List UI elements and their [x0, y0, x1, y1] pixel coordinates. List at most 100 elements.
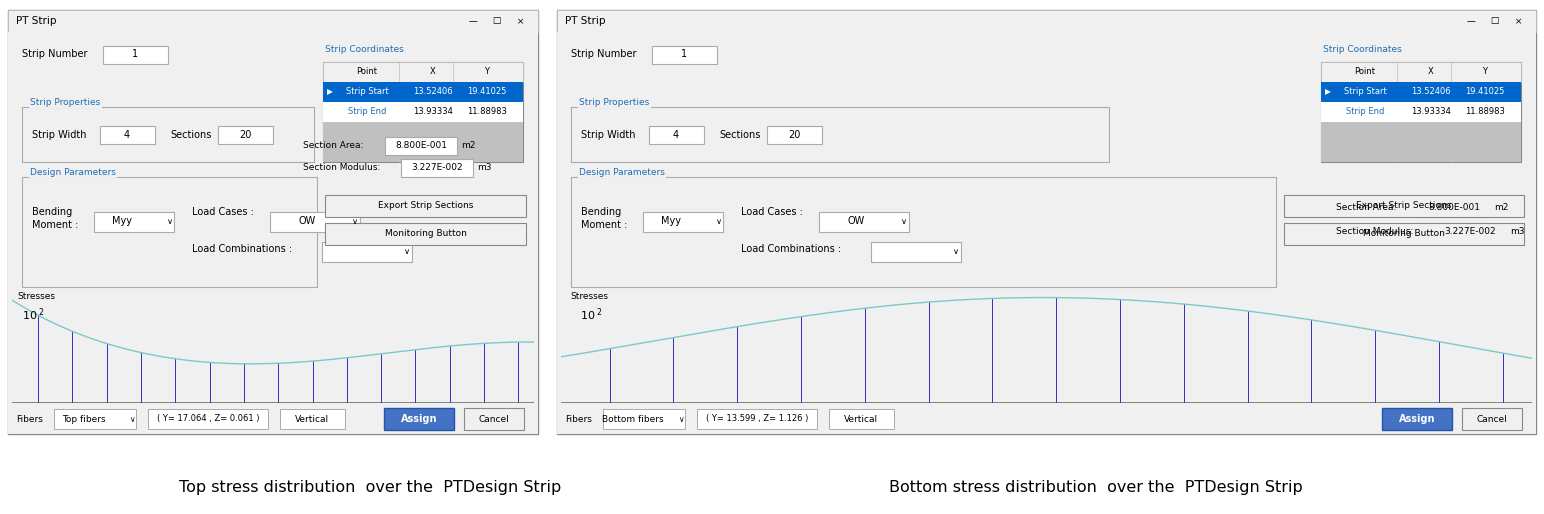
Text: 19.41025: 19.41025: [468, 87, 506, 97]
Text: Load Combinations :: Load Combinations :: [191, 244, 292, 254]
FancyBboxPatch shape: [8, 10, 537, 32]
Text: 13.52406: 13.52406: [1411, 87, 1451, 97]
Text: ×: ×: [1512, 16, 1525, 26]
FancyBboxPatch shape: [323, 82, 523, 102]
Text: 3.227E-002: 3.227E-002: [411, 162, 463, 172]
Text: 13.93334: 13.93334: [1411, 107, 1451, 117]
Text: Monitoring Button: Monitoring Button: [384, 229, 466, 237]
Text: Strip Start: Strip Start: [346, 87, 389, 97]
Text: Sections: Sections: [170, 130, 212, 139]
Text: Strip Coordinates: Strip Coordinates: [324, 45, 403, 54]
Text: Sections: Sections: [720, 130, 760, 139]
FancyBboxPatch shape: [557, 10, 1536, 32]
Text: Load Cases :: Load Cases :: [741, 207, 803, 217]
Text: 13.93334: 13.93334: [414, 107, 452, 117]
Text: 8.800E-001: 8.800E-001: [1428, 203, 1481, 211]
FancyBboxPatch shape: [1322, 102, 1521, 122]
Text: 20: 20: [239, 130, 252, 139]
Text: Section Area:: Section Area:: [1336, 203, 1396, 211]
Text: Strip Width: Strip Width: [32, 130, 86, 139]
Text: 1: 1: [131, 49, 137, 59]
Text: m3: m3: [477, 162, 491, 172]
Text: Point: Point: [357, 67, 377, 77]
FancyBboxPatch shape: [1382, 408, 1451, 430]
Text: Section Area:: Section Area:: [303, 140, 363, 150]
FancyBboxPatch shape: [323, 62, 523, 162]
Text: Stresses: Stresses: [17, 292, 56, 301]
FancyBboxPatch shape: [1285, 195, 1524, 217]
Text: —: —: [1464, 16, 1479, 26]
FancyBboxPatch shape: [323, 102, 523, 122]
Text: Strip Properties: Strip Properties: [579, 98, 648, 107]
Text: 13.52406: 13.52406: [414, 87, 452, 97]
FancyBboxPatch shape: [324, 223, 527, 245]
Text: Y: Y: [1482, 67, 1487, 77]
Text: Stresses: Stresses: [571, 292, 608, 301]
Text: —: —: [466, 16, 480, 26]
Text: Assign: Assign: [401, 414, 437, 424]
FancyBboxPatch shape: [384, 408, 454, 430]
Text: PT Strip: PT Strip: [15, 16, 57, 26]
FancyBboxPatch shape: [1322, 62, 1521, 82]
Text: ∨: ∨: [678, 414, 684, 424]
Text: Myy: Myy: [661, 216, 681, 226]
Text: Export Strip Sections: Export Strip Sections: [1356, 200, 1451, 210]
Text: Point: Point: [1354, 67, 1376, 77]
FancyBboxPatch shape: [8, 10, 537, 434]
Text: ( Y= 17.064 , Z= 0.061 ): ( Y= 17.064 , Z= 0.061 ): [157, 414, 259, 424]
Text: Strip End: Strip End: [1346, 107, 1383, 117]
Text: 1: 1: [681, 49, 687, 59]
Text: ▶: ▶: [1325, 87, 1331, 97]
Text: Assign: Assign: [1399, 414, 1436, 424]
FancyBboxPatch shape: [1417, 199, 1490, 217]
FancyBboxPatch shape: [218, 125, 273, 143]
Text: Cancel: Cancel: [479, 414, 510, 424]
FancyBboxPatch shape: [1322, 122, 1521, 162]
Text: Vertical: Vertical: [845, 414, 879, 424]
FancyBboxPatch shape: [323, 242, 412, 262]
FancyBboxPatch shape: [818, 212, 909, 232]
Text: Strip Start: Strip Start: [1343, 87, 1387, 97]
FancyBboxPatch shape: [648, 125, 704, 143]
Text: Strip Width: Strip Width: [581, 130, 636, 139]
Text: OW: OW: [848, 216, 865, 226]
Text: ∨: ∨: [405, 247, 411, 255]
Text: Strip Number: Strip Number: [571, 49, 636, 59]
Text: □: □: [1488, 16, 1502, 26]
Text: 19.41025: 19.41025: [1465, 87, 1505, 97]
Text: Moment :: Moment :: [32, 220, 79, 230]
Text: 11.88983: 11.88983: [1465, 107, 1505, 117]
Text: 20: 20: [787, 130, 800, 139]
Text: ∨: ∨: [716, 216, 723, 226]
Text: Design Parameters: Design Parameters: [29, 168, 116, 177]
FancyBboxPatch shape: [696, 409, 817, 429]
FancyBboxPatch shape: [103, 46, 168, 64]
FancyBboxPatch shape: [642, 212, 723, 232]
Text: ∨: ∨: [953, 247, 959, 255]
Text: Top fibers: Top fibers: [62, 414, 107, 424]
Text: Load Combinations :: Load Combinations :: [741, 244, 841, 254]
Text: Section Modulus:: Section Modulus:: [1336, 228, 1413, 236]
Text: $10^{\ 2}$: $10^{\ 2}$: [581, 306, 604, 323]
Text: ∨: ∨: [902, 216, 906, 226]
Text: Strip Coordinates: Strip Coordinates: [1323, 45, 1402, 54]
Text: 4: 4: [124, 130, 130, 139]
Text: X: X: [431, 67, 435, 77]
FancyBboxPatch shape: [148, 409, 269, 429]
Text: Bottom stress distribution  over the  PTDesign Strip: Bottom stress distribution over the PTDe…: [889, 480, 1303, 495]
FancyBboxPatch shape: [767, 125, 821, 143]
Text: Design Parameters: Design Parameters: [579, 168, 665, 177]
Text: Bending: Bending: [581, 207, 621, 217]
FancyBboxPatch shape: [100, 125, 154, 143]
Text: Cancel: Cancel: [1476, 414, 1507, 424]
Text: m3: m3: [1510, 228, 1524, 236]
FancyBboxPatch shape: [324, 195, 527, 217]
FancyBboxPatch shape: [557, 10, 1536, 434]
FancyBboxPatch shape: [8, 32, 537, 434]
Text: Strip Properties: Strip Properties: [29, 98, 100, 107]
Text: Load Cases :: Load Cases :: [191, 207, 253, 217]
FancyBboxPatch shape: [465, 408, 523, 430]
Text: Moment :: Moment :: [581, 220, 627, 230]
Text: ∨: ∨: [352, 216, 358, 226]
Text: Bottom fibers: Bottom fibers: [602, 414, 664, 424]
